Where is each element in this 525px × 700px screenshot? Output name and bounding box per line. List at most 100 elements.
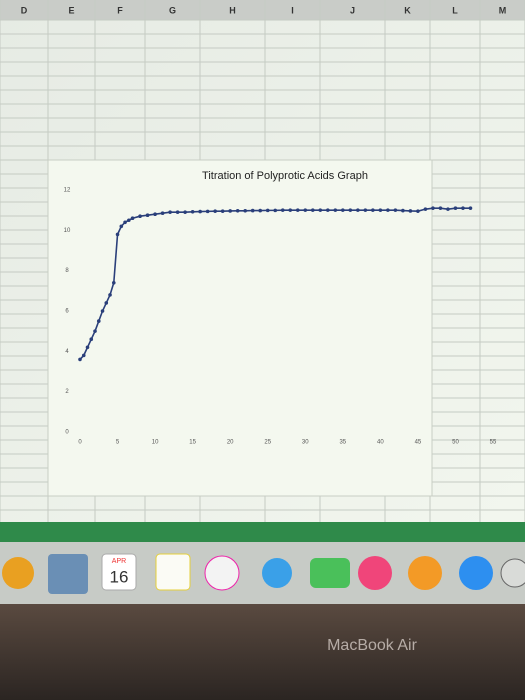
data-point bbox=[295, 208, 300, 212]
mail-icon bbox=[48, 554, 88, 594]
data-point bbox=[175, 210, 180, 214]
data-point bbox=[310, 208, 315, 212]
appstore-icon bbox=[459, 556, 493, 590]
data-point bbox=[160, 211, 165, 215]
y-tick-label: 4 bbox=[65, 349, 69, 355]
data-point bbox=[100, 309, 105, 313]
data-point bbox=[303, 208, 308, 212]
messages-icon bbox=[262, 558, 292, 588]
column-header: G bbox=[169, 5, 176, 15]
data-point bbox=[393, 208, 398, 212]
data-point bbox=[85, 345, 90, 350]
data-point bbox=[378, 208, 383, 212]
x-tick-label: 55 bbox=[490, 440, 497, 446]
column-header: F bbox=[117, 5, 123, 15]
y-tick-label: 0 bbox=[65, 430, 69, 436]
data-point bbox=[119, 224, 124, 229]
x-tick-label: 25 bbox=[264, 440, 271, 446]
data-point bbox=[168, 210, 172, 214]
data-point bbox=[190, 209, 195, 214]
column-headers: D E F G H I J K L M bbox=[21, 5, 507, 15]
x-tick-label: 15 bbox=[189, 440, 196, 446]
calendar-day: 16 bbox=[110, 567, 129, 586]
column-header: I bbox=[291, 5, 294, 15]
data-point bbox=[127, 218, 131, 223]
column-header: L bbox=[452, 5, 458, 15]
y-tick-label: 2 bbox=[65, 389, 69, 395]
x-tick-label: 30 bbox=[302, 440, 309, 446]
status-bar bbox=[0, 522, 525, 542]
plot: 0 2 4 6 8 10 12 0 5 10 15 20 25 30 35 40 45 50 55 bbox=[64, 188, 497, 446]
data-point bbox=[408, 209, 413, 213]
facetime-icon bbox=[310, 558, 350, 588]
data-point bbox=[250, 208, 255, 213]
data-point bbox=[326, 208, 330, 212]
data-point bbox=[453, 206, 458, 210]
x-tick-label: 10 bbox=[152, 440, 159, 446]
data-point bbox=[423, 207, 428, 211]
data-point bbox=[104, 301, 109, 305]
column-header: M bbox=[499, 5, 507, 15]
data-point bbox=[235, 208, 240, 213]
laptop-label: MacBook Air bbox=[327, 637, 417, 654]
data-point bbox=[96, 319, 101, 323]
music-icon bbox=[358, 556, 392, 590]
data-point bbox=[416, 209, 420, 213]
column-header: H bbox=[229, 5, 236, 15]
data-point bbox=[280, 208, 285, 212]
data-point bbox=[93, 329, 97, 333]
x-tick-label: 20 bbox=[227, 440, 234, 446]
data-point bbox=[333, 208, 338, 212]
data-point bbox=[461, 206, 465, 210]
data-point bbox=[108, 293, 112, 297]
data-point bbox=[198, 209, 202, 214]
data-point bbox=[318, 208, 323, 212]
data-point bbox=[213, 209, 217, 213]
column-header-bar bbox=[0, 0, 525, 20]
y-tick-label: 6 bbox=[65, 309, 69, 315]
data-point bbox=[243, 208, 247, 213]
data-point bbox=[183, 210, 187, 214]
x-tick-label: 50 bbox=[452, 440, 459, 446]
y-tick-label: 12 bbox=[64, 188, 71, 194]
x-tick-label: 40 bbox=[377, 440, 384, 446]
chart-area bbox=[47, 159, 433, 497]
data-point bbox=[431, 206, 435, 210]
chrome-icon bbox=[2, 557, 34, 589]
data-point bbox=[111, 280, 116, 285]
column-header: K bbox=[404, 5, 411, 15]
data-point bbox=[228, 209, 232, 213]
data-point bbox=[265, 208, 270, 213]
column-header: D bbox=[21, 5, 28, 15]
data-point bbox=[401, 208, 405, 213]
calendar-icon bbox=[101, 553, 137, 591]
data-point bbox=[258, 208, 263, 213]
photos-icon bbox=[204, 555, 240, 591]
data-point bbox=[138, 214, 142, 219]
data-point bbox=[446, 207, 450, 211]
bezel bbox=[0, 604, 525, 700]
books-icon bbox=[408, 556, 442, 590]
y-tick-label: 10 bbox=[64, 228, 71, 234]
x-tick-label: 35 bbox=[339, 440, 346, 446]
data-point bbox=[115, 232, 120, 237]
data-point bbox=[468, 206, 473, 210]
column-header: E bbox=[68, 5, 74, 15]
calendar-month: APR bbox=[112, 558, 126, 565]
data-point bbox=[371, 208, 375, 212]
data-point bbox=[288, 208, 293, 212]
x-tick-label: 0 bbox=[78, 440, 82, 446]
data-point bbox=[356, 208, 360, 212]
y-tick-label: 8 bbox=[65, 268, 69, 274]
data-point bbox=[341, 208, 345, 212]
data-point bbox=[89, 337, 94, 342]
chart-title: Titration of Polyprotic Acids Graph bbox=[202, 170, 368, 182]
data-point bbox=[81, 353, 86, 358]
data-point bbox=[220, 209, 225, 213]
notes-icon bbox=[155, 553, 191, 591]
data-point bbox=[123, 220, 127, 225]
x-tick-label: 45 bbox=[415, 440, 422, 446]
data-point bbox=[205, 209, 210, 214]
data-point bbox=[386, 208, 390, 212]
